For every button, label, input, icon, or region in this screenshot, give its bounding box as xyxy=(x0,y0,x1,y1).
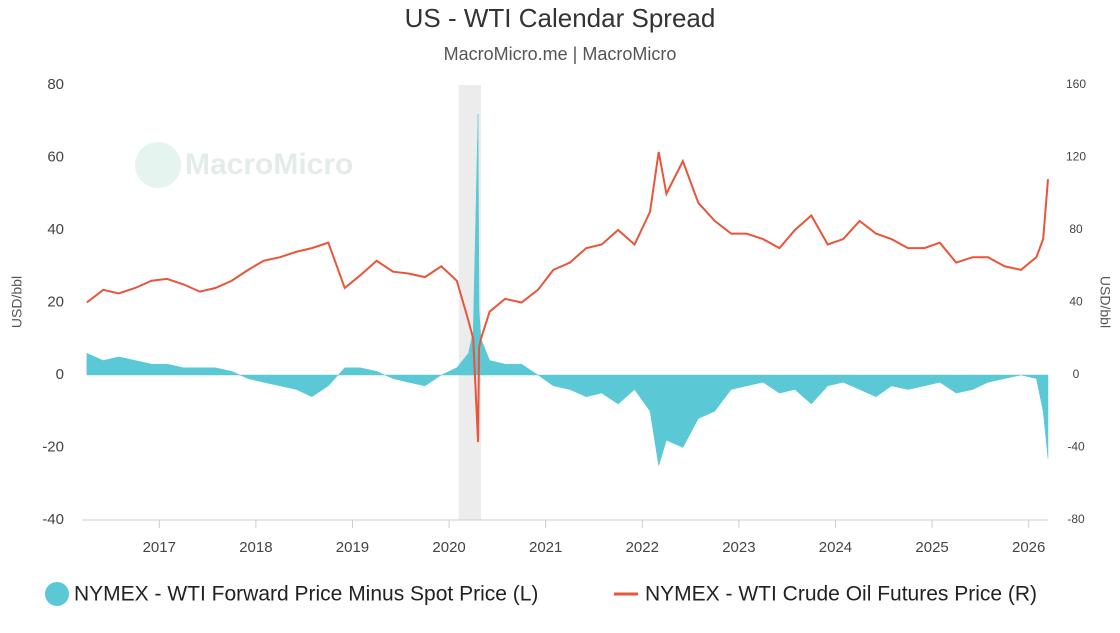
y-axis-label: USD/bbl xyxy=(9,276,25,328)
watermark: MacroMicro xyxy=(185,148,353,181)
legend-swatch xyxy=(45,582,69,606)
chart-subtitle: MacroMicro.me | MacroMicro xyxy=(444,44,677,64)
y-tick-label: -20 xyxy=(42,438,64,455)
y2-tick-label: 120 xyxy=(1066,150,1086,164)
legend-label[interactable]: NYMEX - WTI Forward Price Minus Spot Pri… xyxy=(74,583,538,606)
x-tick-label: 2026 xyxy=(1012,539,1045,556)
y2-tick-label: 0 xyxy=(1073,367,1080,381)
y-tick-label: -40 xyxy=(42,511,64,528)
y-tick-label: 40 xyxy=(47,221,64,238)
x-tick-label: 2019 xyxy=(336,539,369,556)
x-tick-label: 2017 xyxy=(143,539,176,556)
area xyxy=(86,113,1049,466)
y-tick-label: 80 xyxy=(47,76,64,93)
x-tick-label: 2021 xyxy=(529,539,562,556)
shaded-range xyxy=(458,85,481,520)
y-tick-label: 20 xyxy=(47,293,64,310)
legend: NYMEX - WTI Forward Price Minus Spot Pri… xyxy=(45,582,1037,606)
x-tick-label: 2024 xyxy=(819,539,852,556)
y2-axis-label: USD/bbl xyxy=(1097,276,1113,328)
legend-label[interactable]: NYMEX - WTI Crude Oil Futures Price (R) xyxy=(645,583,1037,606)
y2-tick-label: 80 xyxy=(1069,222,1083,236)
y2-tick-label: -40 xyxy=(1067,440,1085,454)
line xyxy=(86,151,1049,443)
x-tick-label: 2020 xyxy=(432,539,465,556)
x-tick-label: 2023 xyxy=(722,539,755,556)
y-tick-label: 0 xyxy=(56,366,64,383)
y2-tick-label: 160 xyxy=(1066,77,1086,91)
y-tick-label: 60 xyxy=(47,148,64,165)
x-tick-label: 2022 xyxy=(626,539,659,556)
y2-tick-label: 40 xyxy=(1069,295,1083,309)
watermark-logo: MacroMicro xyxy=(135,142,353,188)
x-tick-label: 2018 xyxy=(239,539,272,556)
y2-tick-label: -80 xyxy=(1067,512,1085,526)
chart-title: US - WTI Calendar Spread xyxy=(405,3,716,33)
x-tick-label: 2025 xyxy=(915,539,948,556)
